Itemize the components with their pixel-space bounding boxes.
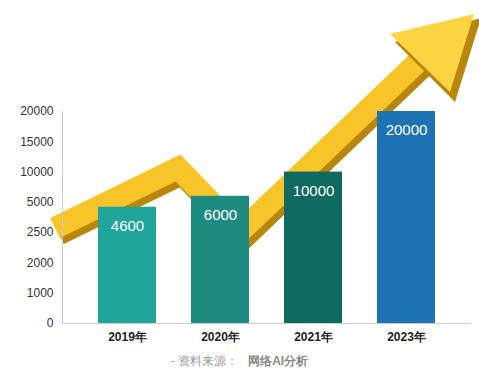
svg-text:20000: 20000	[386, 121, 428, 138]
svg-text:0: 0	[47, 316, 54, 330]
html-text:- 资料来源：: - 资料来源：	[170, 354, 239, 368]
svg-text:4600: 4600	[111, 217, 144, 234]
svg-text:2023年: 2023年	[387, 330, 426, 344]
svg-text:20000: 20000	[20, 104, 54, 118]
svg-text:2020年: 2020年	[201, 330, 240, 344]
svg-text:2019年: 2019年	[108, 330, 147, 344]
svg-text:10000: 10000	[20, 165, 54, 179]
svg-text:15000: 15000	[20, 135, 54, 149]
svg-text:2021年: 2021年	[294, 330, 333, 344]
svg-text:2000: 2000	[27, 256, 54, 270]
svg-text:6000: 6000	[204, 206, 237, 223]
svg-text:10000: 10000	[293, 182, 335, 199]
svg-text:1000: 1000	[27, 286, 54, 300]
svg-text:5000: 5000	[27, 195, 54, 209]
html-text:网络AI分析: 网络AI分析	[248, 354, 309, 368]
svg-text:2500: 2500	[27, 225, 54, 239]
